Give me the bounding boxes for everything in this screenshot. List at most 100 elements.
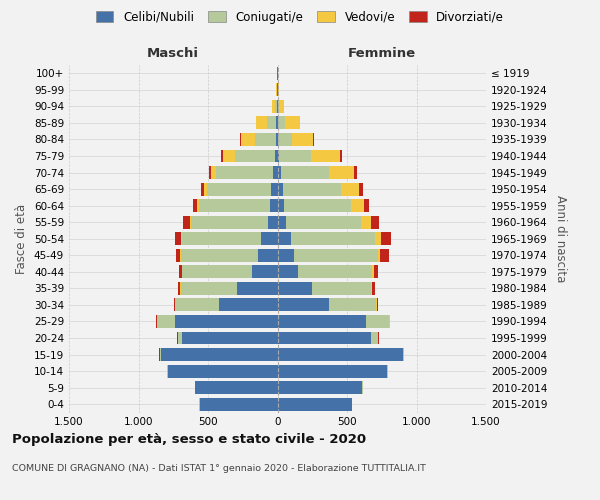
Bar (191, 216, 268, 228)
Bar (277, 315, 367, 328)
Bar (208, 182, 271, 196)
Bar (329, 298, 376, 312)
Bar (179, 266, 182, 278)
Bar (202, 182, 204, 196)
Bar (255, 133, 277, 146)
Bar (277, 249, 294, 262)
Bar (175, 232, 181, 245)
Bar (157, 315, 175, 328)
Legend: Celibi/Nubili, Coniugati/e, Vedovi/e, Divorziati/e: Celibi/Nubili, Coniugati/e, Vedovi/e, Di… (91, 6, 509, 28)
Bar (268, 116, 277, 130)
Bar (377, 298, 378, 312)
Bar (258, 249, 277, 262)
Bar (204, 182, 208, 196)
Bar (372, 266, 374, 278)
Bar (371, 332, 378, 344)
Bar (277, 332, 371, 344)
Bar (340, 150, 342, 162)
Bar (190, 216, 191, 228)
Bar (374, 266, 377, 278)
Bar (256, 116, 268, 130)
Bar (223, 150, 235, 162)
Bar (161, 348, 277, 361)
Bar (160, 348, 161, 361)
Bar (286, 216, 361, 228)
Bar (359, 182, 363, 196)
Bar (277, 398, 352, 410)
Bar (217, 166, 274, 179)
Bar (341, 182, 359, 196)
Bar (373, 282, 374, 295)
Bar (311, 282, 371, 295)
Bar (241, 133, 255, 146)
Bar (277, 150, 279, 162)
Bar (275, 100, 277, 113)
Bar (354, 166, 357, 179)
Bar (181, 282, 237, 295)
Bar (178, 332, 182, 344)
Bar (278, 100, 279, 113)
Bar (277, 216, 286, 228)
Bar (197, 199, 199, 212)
Bar (277, 232, 291, 245)
Bar (380, 249, 389, 262)
Bar (279, 150, 311, 162)
Bar (182, 266, 252, 278)
Bar (277, 266, 298, 278)
Y-axis label: Fasce di età: Fasce di età (16, 204, 28, 274)
Bar (277, 133, 278, 146)
Bar (182, 332, 277, 344)
Bar (376, 232, 381, 245)
Bar (277, 381, 362, 394)
Text: Maschi: Maschi (147, 47, 199, 60)
Bar (277, 364, 388, 378)
Bar (278, 133, 292, 146)
Bar (371, 282, 373, 295)
Bar (176, 249, 180, 262)
Bar (181, 232, 182, 245)
Bar (277, 166, 281, 179)
Bar (200, 398, 277, 410)
Text: Femmine: Femmine (347, 47, 416, 60)
Bar (175, 315, 277, 328)
Bar (277, 282, 311, 295)
Bar (277, 298, 329, 312)
Bar (277, 116, 278, 130)
Bar (209, 166, 211, 179)
Bar (277, 182, 283, 196)
Bar (281, 166, 329, 179)
Bar (196, 381, 277, 394)
Bar (276, 84, 277, 96)
Bar (294, 249, 377, 262)
Bar (275, 150, 277, 162)
Bar (298, 266, 372, 278)
Bar (278, 116, 285, 130)
Bar (252, 266, 277, 278)
Bar (367, 315, 389, 328)
Bar (364, 199, 369, 212)
Bar (261, 232, 277, 245)
Bar (361, 216, 371, 228)
Bar (173, 298, 175, 312)
Bar (193, 199, 197, 212)
Text: COMUNE DI GRAGNANO (NA) - Dati ISTAT 1° gennaio 2020 - Elaborazione TUTTITALIA.I: COMUNE DI GRAGNANO (NA) - Dati ISTAT 1° … (12, 464, 426, 473)
Bar (277, 348, 403, 361)
Bar (272, 100, 275, 113)
Y-axis label: Anni di nascita: Anni di nascita (554, 195, 567, 282)
Bar (182, 216, 190, 228)
Bar (199, 199, 270, 212)
Bar (167, 364, 277, 378)
Bar (381, 232, 391, 245)
Bar (285, 116, 300, 130)
Bar (178, 282, 181, 295)
Bar (175, 298, 219, 312)
Bar (277, 199, 284, 212)
Bar (376, 298, 377, 312)
Bar (274, 166, 277, 179)
Bar (403, 348, 404, 361)
Bar (235, 150, 275, 162)
Bar (351, 199, 364, 212)
Bar (182, 232, 261, 245)
Bar (279, 100, 284, 113)
Bar (270, 199, 277, 212)
